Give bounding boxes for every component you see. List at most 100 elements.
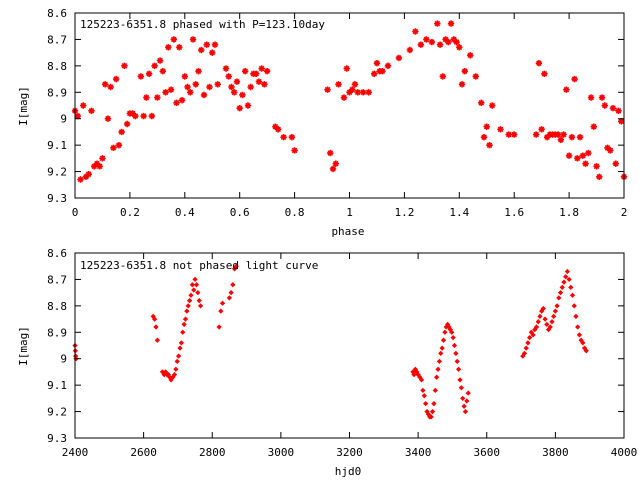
data-point <box>560 131 567 138</box>
data-point <box>554 303 560 309</box>
unphased-y-tick-label: 9 <box>60 353 67 366</box>
data-point <box>379 67 386 75</box>
data-point <box>556 295 562 301</box>
unphased-data-points <box>72 263 589 420</box>
data-point <box>449 329 455 335</box>
data-point <box>153 324 159 330</box>
data-point <box>231 89 238 96</box>
data-point <box>573 313 579 320</box>
data-point <box>483 123 490 130</box>
data-point <box>233 263 239 269</box>
data-point <box>563 274 569 280</box>
data-point <box>180 329 186 335</box>
data-point <box>497 126 504 133</box>
phased-y-axis-label: I[mag] <box>17 86 30 126</box>
data-point <box>489 102 496 109</box>
data-point <box>123 120 131 128</box>
data-point <box>175 353 182 359</box>
data-point <box>349 86 356 93</box>
data-point <box>189 282 195 288</box>
phased-y-tick-label: 8.9 <box>47 86 67 99</box>
phased-data-points <box>71 20 628 183</box>
unphased-y-tick-label: 9.3 <box>47 432 67 445</box>
data-point <box>511 131 518 138</box>
data-point <box>346 89 353 96</box>
data-point <box>571 303 577 309</box>
data-point <box>252 70 260 77</box>
data-point <box>239 91 246 99</box>
data-point <box>121 62 128 70</box>
data-point <box>554 131 562 138</box>
data-point <box>538 126 545 133</box>
data-point <box>177 345 183 351</box>
data-point <box>549 319 555 325</box>
data-point <box>552 308 558 314</box>
unphased-y-axis-label: I[mag] <box>17 326 30 366</box>
data-point <box>429 408 436 415</box>
data-point <box>434 20 441 27</box>
data-point <box>525 340 531 346</box>
data-point <box>247 83 254 91</box>
data-point <box>564 268 571 275</box>
data-point <box>604 144 611 151</box>
data-point <box>472 73 479 80</box>
data-point <box>436 358 443 364</box>
data-point <box>184 308 190 314</box>
data-point <box>585 149 592 157</box>
data-point <box>460 395 466 401</box>
data-point <box>167 86 175 93</box>
data-point <box>533 324 540 330</box>
data-point <box>453 350 459 357</box>
data-point <box>216 324 222 330</box>
data-point <box>521 350 528 357</box>
data-point <box>255 78 263 85</box>
phased-y-tick-label: 9 <box>60 113 67 126</box>
data-point <box>417 41 425 48</box>
data-point <box>439 345 445 351</box>
data-point <box>115 141 123 149</box>
data-point <box>178 340 184 346</box>
phased-x-tick-label: 1.6 <box>504 206 524 219</box>
data-point <box>143 94 150 101</box>
data-point <box>423 401 429 407</box>
data-point <box>233 78 241 85</box>
data-point <box>566 276 572 283</box>
phased-x-tick-label: 2 <box>621 206 628 219</box>
data-point <box>612 160 619 167</box>
data-point <box>145 70 153 77</box>
data-point <box>461 403 467 409</box>
data-point <box>530 332 536 338</box>
data-point <box>505 131 512 138</box>
data-point <box>615 107 622 114</box>
data-point <box>112 75 120 83</box>
data-point <box>580 340 586 346</box>
data-point <box>329 165 337 173</box>
phased-plot-frame <box>74 12 625 199</box>
data-point <box>439 73 447 80</box>
phased-x-tick-label: 0.6 <box>230 206 250 219</box>
data-point <box>148 112 156 120</box>
data-point <box>197 303 204 309</box>
data-point <box>77 176 84 183</box>
data-point <box>192 276 198 283</box>
data-point <box>263 67 271 75</box>
data-point <box>209 49 216 56</box>
data-point <box>451 342 458 349</box>
data-point <box>351 81 359 88</box>
unphased-y-tick-label: 9.2 <box>47 406 67 419</box>
data-point <box>543 134 551 141</box>
data-point <box>110 144 117 151</box>
unphased-x-tick-label: 3600 <box>474 446 501 459</box>
data-point <box>406 46 414 54</box>
data-point <box>540 305 546 312</box>
data-point <box>272 123 279 130</box>
data-point <box>373 60 381 67</box>
data-point <box>288 134 296 141</box>
phased-x-tick-label: 0.8 <box>285 206 305 219</box>
data-point <box>170 36 178 43</box>
data-point <box>458 385 464 391</box>
data-point <box>159 67 167 75</box>
data-point <box>162 89 169 96</box>
